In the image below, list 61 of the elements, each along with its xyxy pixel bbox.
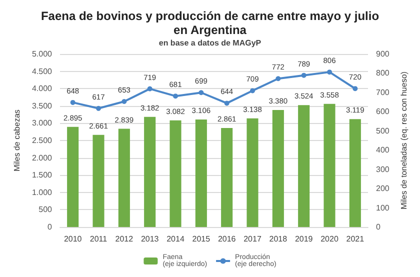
bar	[298, 105, 310, 227]
x-tick-label: 2021	[346, 234, 365, 244]
y2-tick-label: 500	[376, 126, 390, 136]
bar	[118, 128, 130, 227]
y2-tick-label: 400	[376, 146, 390, 155]
y-tick-label: 5.000	[32, 50, 53, 58]
bar	[67, 126, 79, 227]
x-tick-label: 2018	[269, 234, 288, 244]
point	[198, 90, 204, 96]
point	[147, 86, 152, 92]
y-tick-label: 3.500	[32, 101, 53, 110]
bar	[170, 120, 182, 227]
point	[96, 106, 101, 111]
x-tick-label: 2013	[140, 234, 160, 244]
bar	[221, 128, 233, 227]
point	[70, 100, 76, 105]
y2-tick-label: 600	[376, 107, 390, 116]
bar	[195, 120, 207, 227]
y2-axis-title: Miles de toneladas (eq. res con hueso)	[400, 71, 409, 210]
x-tick-label: 2017	[244, 234, 262, 244]
y-tick-label: 4.500	[32, 66, 53, 76]
bar	[324, 104, 336, 227]
point	[173, 94, 178, 99]
x-tick-label: 2011	[90, 234, 108, 244]
y2-tick-label: 300	[376, 164, 390, 174]
point	[276, 76, 281, 82]
y2-tick-label: 700	[376, 88, 390, 97]
y-tick-label: 3.000	[32, 118, 53, 128]
y2-tick-label: 900	[376, 50, 390, 58]
y-tick-label: 4.000	[32, 84, 53, 94]
y-tick-label: 500	[38, 205, 53, 214]
point	[224, 100, 230, 106]
y2-tick-label: 0	[376, 222, 381, 232]
x-tick-label: 2012	[115, 234, 134, 244]
bar	[272, 110, 284, 227]
y-tick-label: 2.500	[32, 136, 53, 145]
y2-tick-label: 100	[376, 203, 390, 212]
bar	[144, 116, 156, 227]
x-tick-label: 2016	[218, 234, 236, 244]
y-tick-label: 0	[48, 222, 53, 232]
x-tick-label: 2014	[166, 234, 185, 244]
x-tick-label: 2019	[294, 234, 314, 244]
point	[327, 70, 332, 75]
x-tick-label: 2010	[64, 234, 82, 244]
y-tick-label: 2.000	[32, 153, 53, 162]
chart-title: Faena de bovinos y producción de carne entre mayo y julio en Argentina	[40, 9, 380, 37]
y-tick-label: 1.500	[32, 170, 53, 180]
y2-tick-label: 200	[376, 184, 390, 194]
chart-subtitle: en base a datos de MAGyP	[158, 38, 262, 48]
point	[301, 72, 306, 78]
bar	[349, 119, 361, 227]
bar	[246, 118, 258, 227]
y-axis-title: Miles de cabezas	[12, 110, 22, 172]
x-tick-label: 2015	[192, 234, 211, 244]
point	[352, 86, 358, 92]
y-tick-label: 1.000	[32, 188, 53, 197]
x-tick-label: 2020	[320, 234, 339, 244]
point	[250, 88, 255, 94]
y2-tick-label: 800	[376, 68, 390, 78]
point	[122, 98, 127, 104]
bar	[92, 134, 104, 227]
